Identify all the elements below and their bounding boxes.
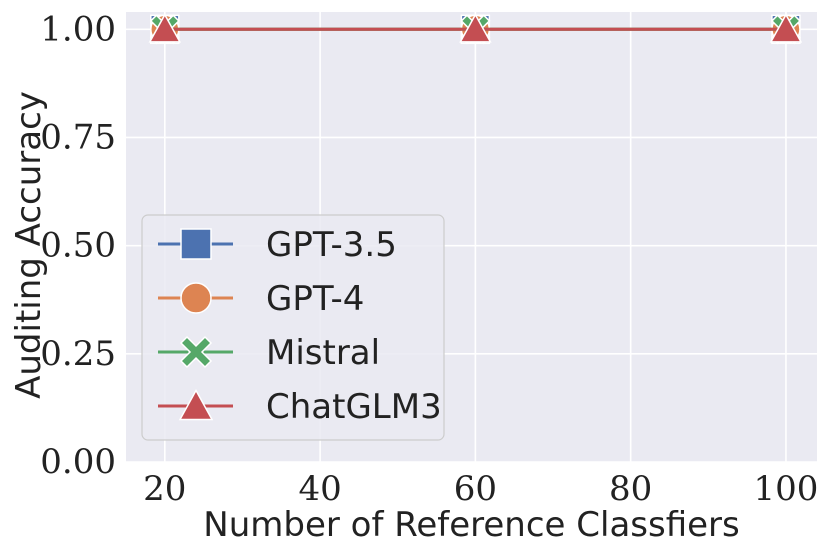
legend-label: GPT-4 [266,279,364,319]
data-point [148,13,182,43]
data-point [769,13,803,43]
legend-box [141,214,445,441]
legend-marker [178,388,214,421]
legend-item: GPT-4 [158,279,364,319]
x-tick-label: 40 [298,469,341,509]
y-tick-label: 0.50 [40,226,116,266]
data-point [459,13,492,43]
y-tick-label: 0.25 [40,334,116,374]
legend-label: GPT-3.5 [266,225,397,265]
x-tick-label: 80 [609,469,652,509]
x-tick-label: 100 [753,469,818,509]
legend-label: ChatGLM3 [266,387,442,427]
x-tick-label: 60 [454,469,497,509]
legend-marker [180,228,212,260]
y-tick-label: 0.00 [40,442,116,482]
legend-item: Mistral [158,333,380,373]
y-tick-label: 1.00 [40,9,116,49]
legend-marker [179,335,213,369]
tick-labels: 20 40 60 80 100 0.00 0.25 0.50 0.75 1.00 [40,9,818,509]
legend-item: ChatGLM3 [158,387,442,427]
x-axis-label: Number of Reference Classfiers [203,505,739,545]
y-tick-label: 0.75 [40,117,116,157]
legend-label: Mistral [266,333,380,373]
series-chatglm3 [148,13,803,43]
legend: GPT-3.5 GPT-4 Mistral ChatGLM3 [141,214,445,441]
y-axis-label: Auditing Accuracy [9,91,49,399]
series-layer [148,13,803,45]
legend-marker [180,282,212,314]
legend-item: GPT-3.5 [158,225,397,265]
x-tick-label: 20 [143,469,186,509]
